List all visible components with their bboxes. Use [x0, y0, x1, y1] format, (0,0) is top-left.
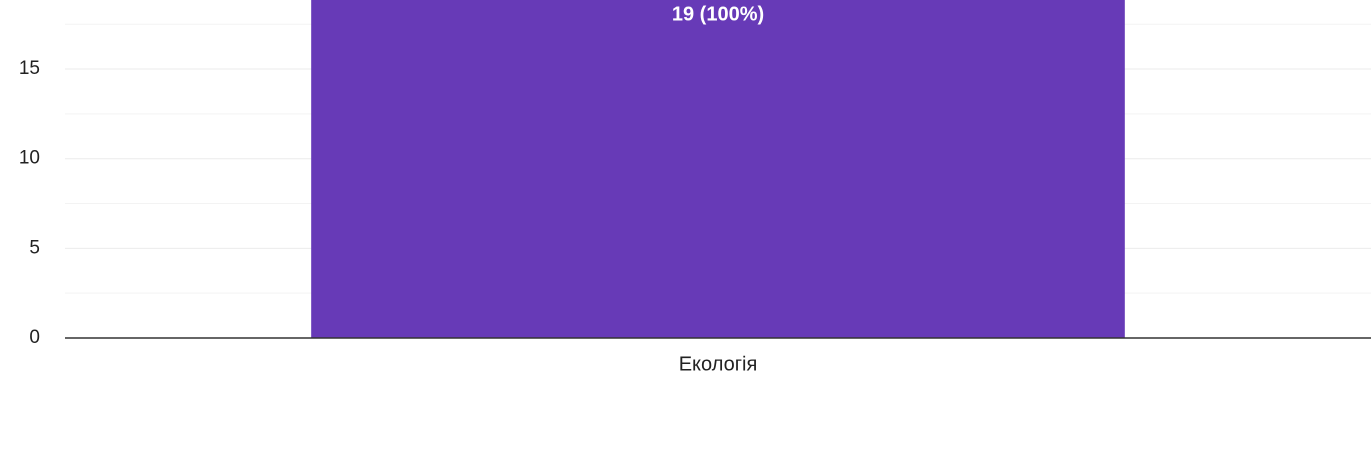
y-tick-label: 10: [19, 148, 40, 169]
y-tick-label: 15: [19, 58, 40, 79]
bar: [311, 0, 1125, 339]
x-tick-label: Екологія: [679, 353, 758, 375]
y-tick-label: 0: [29, 327, 40, 348]
y-tick-label: 5: [29, 237, 40, 258]
data-label: 19 (100%): [672, 4, 764, 26]
